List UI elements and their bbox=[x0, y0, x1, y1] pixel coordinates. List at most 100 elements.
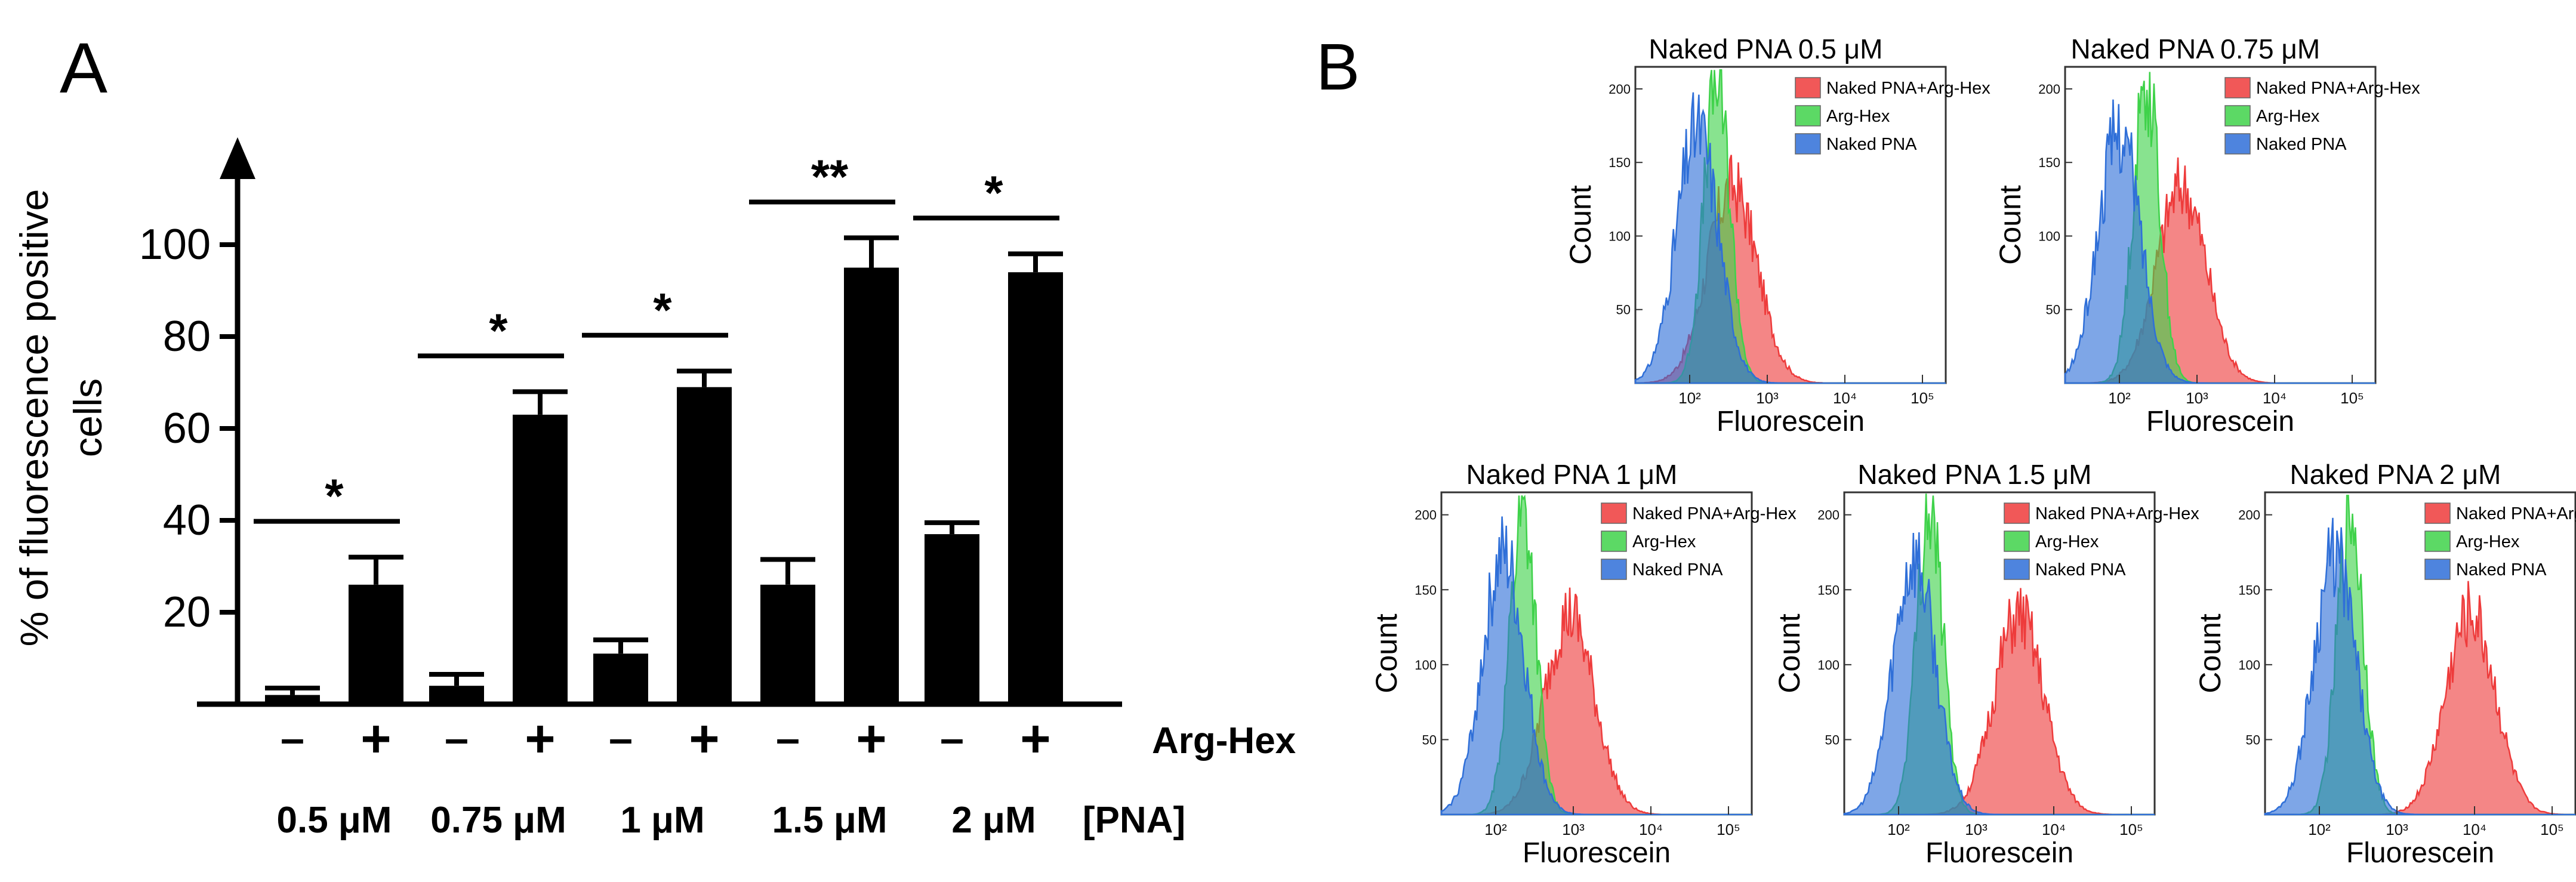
bar bbox=[593, 653, 648, 704]
legend-label: Naked PNA bbox=[1826, 135, 1917, 154]
y-tick-label: 150 bbox=[1609, 155, 1631, 170]
y-tick-label: 200 bbox=[1609, 82, 1631, 97]
x-tick-label: 10⁵ bbox=[2540, 821, 2564, 838]
x-tick-label: 10⁴ bbox=[2263, 389, 2287, 407]
histogram-subplot: 50 100 150 200 10² 10³ 10⁴ 10⁵ Naked PNA 1 μM Flu… bbox=[1370, 459, 1797, 869]
y-tick-label: 100 bbox=[2038, 229, 2060, 243]
x-axis-title: Fluorescein bbox=[1717, 406, 1865, 437]
legend-swatch bbox=[2224, 77, 2251, 98]
legend-label: Arg-Hex bbox=[2256, 107, 2320, 126]
legend-label: Arg-Hex bbox=[2456, 532, 2520, 551]
histogram-naked-pna bbox=[2264, 517, 2575, 816]
legend-swatch bbox=[1795, 133, 1821, 155]
legend-swatch bbox=[1601, 559, 1627, 580]
histogram-naked-pna bbox=[1634, 92, 1946, 384]
x-tick-label: 10⁴ bbox=[2463, 821, 2486, 838]
y-tick-label: 200 bbox=[2238, 508, 2260, 523]
legend-label: Naked PNA bbox=[2035, 560, 2126, 579]
plus-arg-hex-label: + bbox=[689, 709, 719, 768]
histogram-naked-pna bbox=[1440, 516, 1752, 816]
x-tick-label: 10⁵ bbox=[1911, 389, 1934, 407]
y-tick-label: 150 bbox=[1415, 582, 1437, 597]
x-tick-label: 10² bbox=[1484, 821, 1507, 838]
y-tick-label: 100 bbox=[2238, 658, 2260, 673]
panel-a-bar-chart: A % of fluorescence positive cells 20 40 60… bbox=[12, 28, 1296, 841]
bar bbox=[760, 584, 815, 704]
minus-arg-hex-label: – bbox=[609, 715, 633, 763]
minus-arg-hex-label: – bbox=[940, 715, 964, 763]
y-tick-label: 100 bbox=[1609, 229, 1631, 243]
subplot-title: Naked PNA 1.5 μM bbox=[1857, 459, 2091, 490]
plus-arg-hex-label: + bbox=[525, 709, 555, 768]
x-tick-label: 10⁵ bbox=[2340, 389, 2364, 407]
subplot-title: Naked PNA 0.5 μM bbox=[1648, 33, 1882, 64]
bar bbox=[677, 387, 732, 704]
bar bbox=[429, 686, 484, 704]
legend-label: Arg-Hex bbox=[2035, 532, 2099, 551]
y-tick-label: 50 bbox=[2246, 732, 2260, 747]
x-tick-label: 10² bbox=[1678, 389, 1701, 407]
y-tick-label: 150 bbox=[2238, 582, 2260, 597]
x-tick-label: 10⁴ bbox=[2042, 821, 2066, 838]
histogram-subplot: 50 100 150 200 10² 10³ 10⁴ 10⁵ Naked PNA 0.75 μM… bbox=[1993, 33, 2420, 437]
bar bbox=[844, 267, 899, 704]
y-axis-arrowhead bbox=[220, 137, 255, 179]
y-tick-label: 100 bbox=[139, 221, 211, 269]
y-tick-label: 100 bbox=[1817, 658, 1839, 673]
x-tick-label: 10⁴ bbox=[1833, 389, 1857, 407]
legend-label: Arg-Hex bbox=[1632, 532, 1696, 551]
y-axis-title: Count bbox=[1370, 613, 1403, 693]
histogram-subplot: 50 100 150 200 10² 10³ 10⁴ 10⁵ Naked PNA 0.5 μM F… bbox=[1564, 33, 1990, 437]
x-axis-title: Fluorescein bbox=[1925, 837, 2073, 869]
legend-swatch bbox=[2004, 559, 2030, 580]
x-tick-label: 10⁵ bbox=[2119, 821, 2143, 838]
legend-label: Naked PNA+Arg-Hex bbox=[2456, 504, 2576, 523]
y-tick-label: 40 bbox=[163, 496, 211, 544]
histogram-naked-pna bbox=[2064, 99, 2375, 384]
subplot-title: Naked PNA 0.75 μM bbox=[2071, 33, 2321, 64]
legend-swatch bbox=[1601, 502, 1627, 524]
legend-swatch bbox=[2004, 531, 2030, 552]
y-axis-title: % of fluorescence positive cells bbox=[12, 189, 110, 647]
legend-label: Naked PNA bbox=[2256, 135, 2347, 154]
subplot-title: Naked PNA 1 μM bbox=[1466, 459, 1678, 490]
legend-label: Naked PNA+Arg-Hex bbox=[1826, 79, 1990, 98]
bar bbox=[265, 695, 320, 704]
significance-marker: ** bbox=[811, 150, 849, 203]
histogram-subplot: 50 100 150 200 10² 10³ 10⁴ 10⁵ Naked PNA 2 μM Flu… bbox=[2193, 459, 2576, 869]
legend-label: Naked PNA+Arg-Hex bbox=[2035, 504, 2199, 523]
legend-swatch bbox=[2424, 559, 2451, 580]
legend-label: Naked PNA bbox=[1632, 560, 1723, 579]
bar bbox=[925, 534, 979, 704]
pna-concentration-label: 2 μM bbox=[951, 800, 1036, 841]
y-tick-label: 200 bbox=[1817, 508, 1839, 523]
legend-label: Naked PNA+Arg-Hex bbox=[2256, 79, 2420, 98]
x-tick-label: 10² bbox=[2308, 821, 2331, 838]
x-tick-label: 10³ bbox=[1562, 821, 1585, 838]
y-tick-label: 20 bbox=[163, 588, 211, 636]
legend-label: Naked PNA bbox=[2456, 560, 2547, 579]
x-tick-label: 10⁵ bbox=[1717, 821, 1740, 838]
plus-arg-hex-label: + bbox=[856, 709, 886, 768]
y-tick-label: 80 bbox=[163, 313, 211, 360]
significance-marker: * bbox=[489, 304, 508, 357]
histogram-naked-pna bbox=[1843, 532, 2155, 816]
pna-row-label: [PNA] bbox=[1083, 800, 1185, 841]
legend-swatch bbox=[2224, 133, 2251, 155]
pna-concentration-label: 0.5 μM bbox=[277, 800, 392, 841]
legend-swatch bbox=[1601, 531, 1627, 552]
histogram-subplot: 50 100 150 200 10² 10³ 10⁴ 10⁵ Naked PNA 1.5 μM F… bbox=[1773, 459, 2199, 869]
y-tick-label: 100 bbox=[1415, 658, 1437, 673]
x-tick-label: 10² bbox=[2108, 389, 2131, 407]
y-axis-title-text: % of fluorescence positive cells bbox=[12, 189, 110, 647]
x-tick-label: 10³ bbox=[1965, 821, 1988, 838]
y-axis-title-line-1: % of fluorescence positive bbox=[12, 189, 56, 647]
pna-concentration-label: 0.75 μM bbox=[430, 800, 566, 841]
bar bbox=[513, 414, 568, 704]
plus-arg-hex-label: + bbox=[360, 709, 391, 768]
x-tick-label: 10⁴ bbox=[1639, 821, 1663, 838]
legend-swatch bbox=[2224, 105, 2251, 127]
x-tick-label: 10³ bbox=[1756, 389, 1779, 407]
y-axis-title: Count bbox=[2193, 613, 2227, 693]
